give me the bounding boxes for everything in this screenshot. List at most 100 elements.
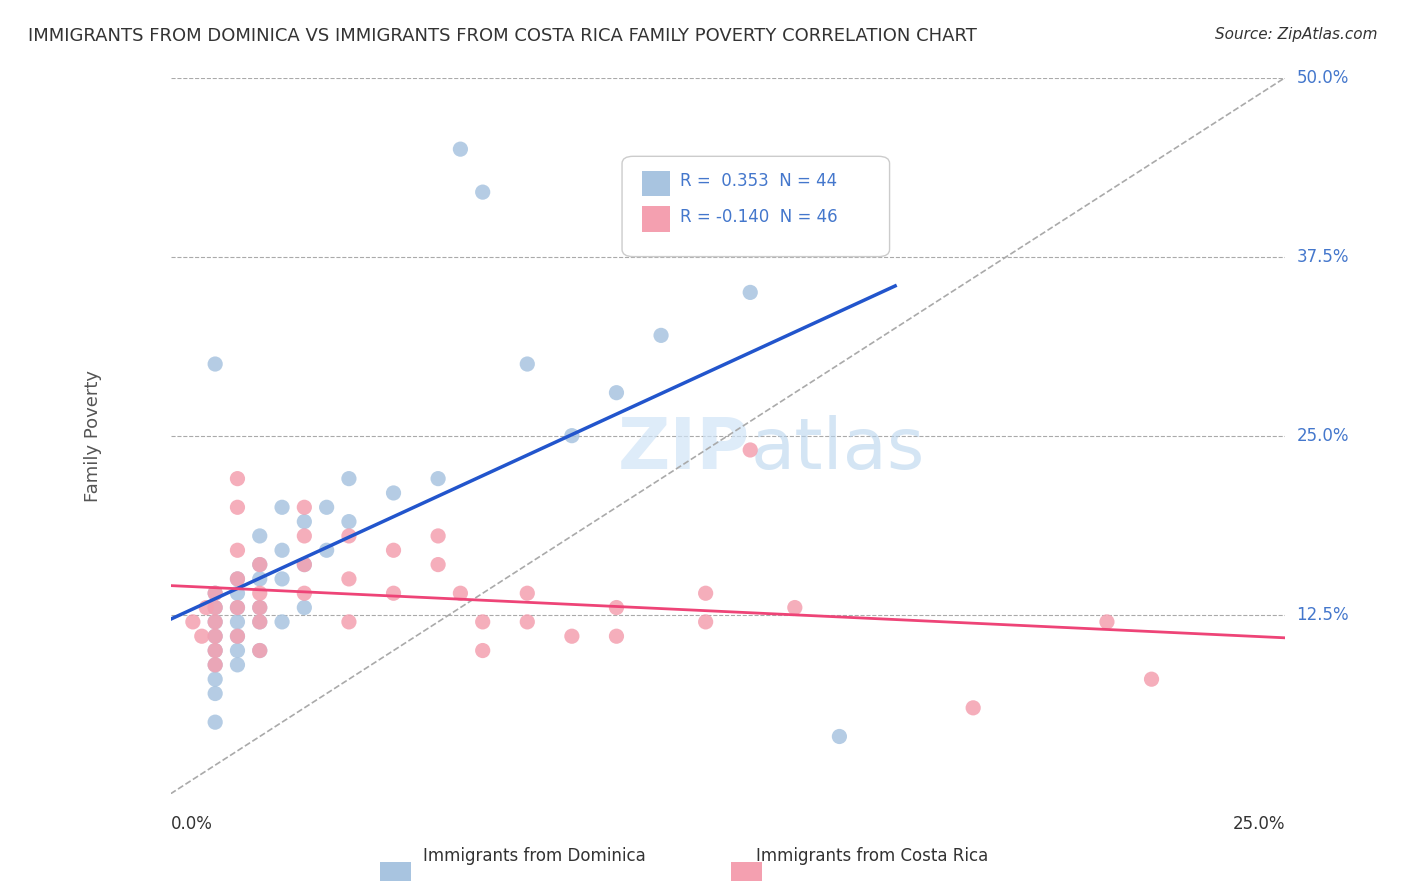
Text: 50.0%: 50.0%: [1296, 69, 1348, 87]
Point: [337, 472, 360, 486]
Point: [292, 529, 315, 543]
Point: [191, 629, 214, 643]
Point: [561, 428, 583, 442]
Point: [471, 185, 494, 199]
Point: [226, 472, 249, 486]
Point: [181, 615, 204, 629]
Point: [249, 615, 271, 629]
Point: [695, 615, 717, 629]
Point: [204, 629, 226, 643]
Point: [226, 500, 249, 515]
Point: [249, 558, 271, 572]
Point: [471, 615, 494, 629]
Point: [195, 600, 218, 615]
Point: [249, 643, 271, 657]
Point: [695, 586, 717, 600]
FancyBboxPatch shape: [621, 156, 890, 257]
Text: Immigrants from Costa Rica: Immigrants from Costa Rica: [755, 847, 988, 865]
Point: [337, 529, 360, 543]
Point: [271, 500, 294, 515]
Point: [226, 543, 249, 558]
Point: [249, 558, 271, 572]
Point: [204, 586, 226, 600]
Point: [204, 686, 226, 700]
Point: [226, 629, 249, 643]
Point: [449, 586, 471, 600]
Point: [650, 328, 672, 343]
Point: [271, 543, 294, 558]
Point: [249, 572, 271, 586]
Point: [226, 600, 249, 615]
Point: [204, 643, 226, 657]
Text: Immigrants from Dominica: Immigrants from Dominica: [423, 847, 645, 865]
Point: [249, 586, 271, 600]
Point: [605, 629, 627, 643]
Point: [226, 572, 249, 586]
Point: [427, 529, 450, 543]
Text: 12.5%: 12.5%: [1296, 606, 1350, 624]
Point: [828, 730, 851, 744]
Point: [226, 600, 249, 615]
Point: [516, 586, 538, 600]
Point: [516, 357, 538, 371]
Point: [962, 701, 984, 715]
Point: [249, 615, 271, 629]
Point: [249, 600, 271, 615]
Point: [204, 629, 226, 643]
Point: [204, 657, 226, 672]
Text: 25.0%: 25.0%: [1296, 426, 1348, 444]
Point: [226, 643, 249, 657]
FancyBboxPatch shape: [643, 206, 671, 232]
Text: Source: ZipAtlas.com: Source: ZipAtlas.com: [1215, 27, 1378, 42]
Point: [204, 600, 226, 615]
Point: [271, 572, 294, 586]
Text: R =  0.353  N = 44: R = 0.353 N = 44: [681, 172, 837, 190]
Text: Family Poverty: Family Poverty: [83, 369, 101, 501]
Point: [1140, 672, 1163, 686]
Point: [249, 529, 271, 543]
Point: [204, 643, 226, 657]
Point: [382, 486, 405, 500]
Point: [226, 572, 249, 586]
Text: 37.5%: 37.5%: [1296, 248, 1348, 266]
Point: [249, 643, 271, 657]
Point: [204, 600, 226, 615]
Point: [427, 558, 450, 572]
Point: [292, 500, 315, 515]
Point: [315, 500, 337, 515]
Point: [315, 543, 337, 558]
Point: [449, 142, 471, 156]
Point: [382, 586, 405, 600]
Point: [204, 357, 226, 371]
Point: [337, 615, 360, 629]
Point: [471, 643, 494, 657]
Point: [249, 600, 271, 615]
Text: 25.0%: 25.0%: [1233, 815, 1285, 833]
Point: [740, 442, 762, 457]
Point: [204, 586, 226, 600]
Point: [292, 515, 315, 529]
Point: [204, 615, 226, 629]
Point: [226, 629, 249, 643]
Point: [226, 615, 249, 629]
Text: ZIP: ZIP: [619, 416, 751, 484]
Point: [292, 600, 315, 615]
Point: [337, 515, 360, 529]
Point: [337, 572, 360, 586]
Point: [740, 285, 762, 300]
Point: [516, 615, 538, 629]
Point: [226, 586, 249, 600]
Text: atlas: atlas: [751, 416, 925, 484]
FancyBboxPatch shape: [643, 170, 671, 195]
Point: [605, 600, 627, 615]
Text: R = -0.140  N = 46: R = -0.140 N = 46: [681, 208, 838, 227]
Point: [204, 715, 226, 730]
Point: [561, 629, 583, 643]
Point: [271, 615, 294, 629]
Point: [382, 543, 405, 558]
Point: [204, 657, 226, 672]
Point: [204, 615, 226, 629]
Point: [427, 472, 450, 486]
Text: 0.0%: 0.0%: [170, 815, 212, 833]
Point: [1095, 615, 1118, 629]
